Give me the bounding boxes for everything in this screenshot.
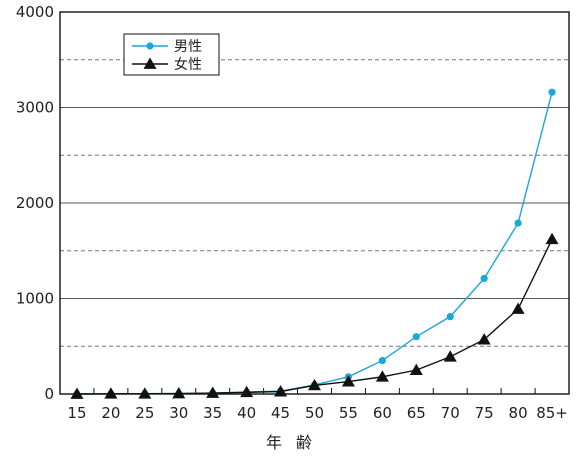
y-tick-label: 1000 bbox=[16, 290, 54, 308]
series-2 bbox=[70, 232, 559, 399]
legend-label: 女性 bbox=[174, 56, 202, 73]
y-axis: 0 1000 2000 3000 4000 bbox=[16, 3, 54, 403]
y-tick-label: 4000 bbox=[16, 3, 54, 21]
data-point bbox=[443, 350, 457, 362]
x-tick-label: 25 bbox=[135, 404, 154, 422]
data-point bbox=[104, 387, 118, 399]
data-point bbox=[511, 302, 525, 314]
x-tick-label: 75 bbox=[475, 404, 494, 422]
x-tick-label: 35 bbox=[203, 404, 222, 422]
data-point bbox=[409, 363, 423, 375]
x-tick-label: 70 bbox=[441, 404, 460, 422]
x-axis: 15 20 25 30 35 40 45 50 55 60 65 70 75 80 85+ bbox=[67, 388, 570, 422]
x-tick-label: 60 bbox=[373, 404, 392, 422]
data-point bbox=[308, 378, 321, 391]
x-tick-label: 85+ bbox=[536, 404, 568, 422]
data-point bbox=[446, 313, 454, 321]
data-point bbox=[412, 333, 420, 341]
legend-marker bbox=[146, 42, 154, 50]
grid bbox=[60, 59, 569, 347]
x-tick-label: 65 bbox=[407, 404, 426, 422]
data-point bbox=[477, 333, 491, 345]
data-point bbox=[240, 385, 254, 398]
data-point bbox=[206, 386, 220, 398]
x-axis-label: 年齢 bbox=[266, 433, 326, 452]
y-tick-label: 2000 bbox=[16, 194, 54, 212]
data-point bbox=[378, 356, 386, 365]
series-line bbox=[76, 92, 553, 395]
x-tick-label: 40 bbox=[237, 404, 256, 422]
x-tick-label: 45 bbox=[271, 404, 290, 422]
legend-box bbox=[123, 33, 220, 76]
series-1 bbox=[73, 88, 556, 398]
data-point bbox=[548, 88, 556, 96]
data-point bbox=[172, 387, 186, 399]
data-point bbox=[545, 232, 559, 245]
data-point bbox=[70, 387, 84, 399]
x-tick-label: 80 bbox=[509, 404, 528, 422]
x-tick-label: 15 bbox=[67, 404, 86, 422]
legend-marker bbox=[143, 57, 157, 69]
data-point bbox=[480, 274, 488, 283]
legend-label: 男性 bbox=[174, 39, 202, 55]
x-tick-label: 55 bbox=[339, 404, 358, 422]
x-tick-label: 50 bbox=[305, 404, 324, 422]
x-tick-label: 30 bbox=[169, 404, 188, 422]
plot-frame bbox=[59, 11, 570, 395]
data-point bbox=[514, 219, 522, 227]
data-point bbox=[274, 385, 288, 397]
data-point bbox=[375, 370, 389, 382]
data-point bbox=[341, 375, 355, 387]
series-layer bbox=[70, 88, 559, 399]
series-line bbox=[76, 238, 553, 395]
x-tick-label: 20 bbox=[101, 404, 120, 422]
y-tick-label: 3000 bbox=[16, 99, 54, 117]
data-point bbox=[138, 387, 152, 399]
y-tick-label: 0 bbox=[44, 385, 54, 403]
